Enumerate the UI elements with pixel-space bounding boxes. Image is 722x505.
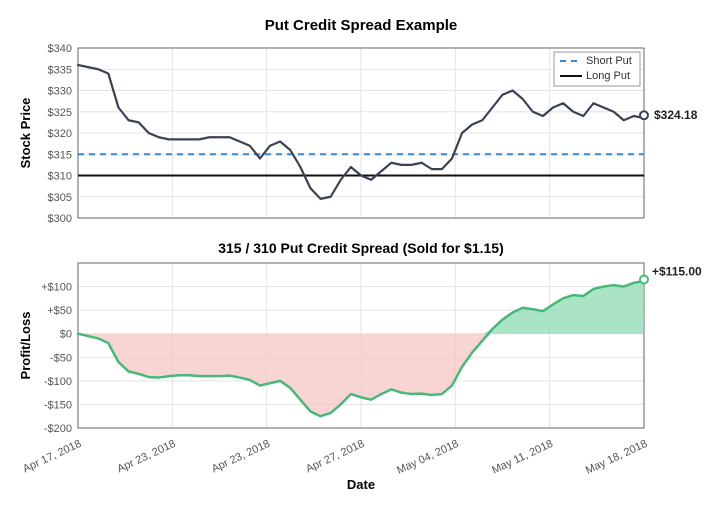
bottom-title: 315 / 310 Put Credit Spread (Sold for $1…	[218, 240, 504, 256]
svg-text:$330: $330	[48, 86, 72, 98]
bottom-ylabel: Profit/Loss	[18, 312, 33, 380]
svg-text:-$150: -$150	[44, 399, 72, 411]
svg-text:-$50: -$50	[50, 352, 72, 364]
x-tick-label: May 04, 2018	[395, 438, 460, 477]
x-tick-label: May 11, 2018	[490, 438, 555, 477]
x-tick-label: Apr 17, 2018	[21, 438, 83, 476]
svg-text:$300: $300	[48, 213, 72, 225]
x-tick-label: Apr 27, 2018	[304, 438, 366, 476]
svg-text:$320: $320	[48, 128, 72, 140]
svg-text:$325: $325	[48, 107, 72, 119]
x-tick-label: Apr 23, 2018	[115, 438, 177, 476]
x-axis-label: Date	[347, 477, 375, 492]
svg-text:$0: $0	[60, 329, 72, 341]
svg-text:$315: $315	[48, 149, 72, 161]
pl-end-marker	[640, 276, 648, 284]
top-ylabel: Stock Price	[18, 98, 33, 169]
svg-text:$310: $310	[48, 171, 72, 183]
svg-text:+$100: +$100	[41, 282, 72, 294]
legend-item-label: Short Put	[586, 55, 632, 67]
x-tick-label: May 18, 2018	[584, 438, 649, 477]
svg-text:-$200: -$200	[44, 423, 72, 435]
chart-container: $300 $305 $310 $315 $320 $325 $330 $335 $340 $324…	[8, 8, 714, 497]
legend-item-label: Long Put	[586, 70, 630, 82]
svg-text:$335: $335	[48, 64, 72, 76]
svg-text:$340: $340	[48, 43, 72, 55]
svg-text:-$100: -$100	[44, 376, 72, 388]
chart-svg: $300 $305 $310 $315 $320 $325 $330 $335 $340 $324…	[8, 8, 714, 497]
pl-end-label: +$115.00	[652, 265, 702, 279]
price-end-marker	[640, 111, 648, 119]
top-title: Put Credit Spread Example	[265, 17, 458, 34]
svg-text:+$50: +$50	[47, 305, 72, 317]
price-end-label: $324.18	[654, 108, 698, 122]
svg-text:$305: $305	[48, 192, 72, 204]
x-tick-label: Apr 23, 2018	[210, 438, 272, 476]
